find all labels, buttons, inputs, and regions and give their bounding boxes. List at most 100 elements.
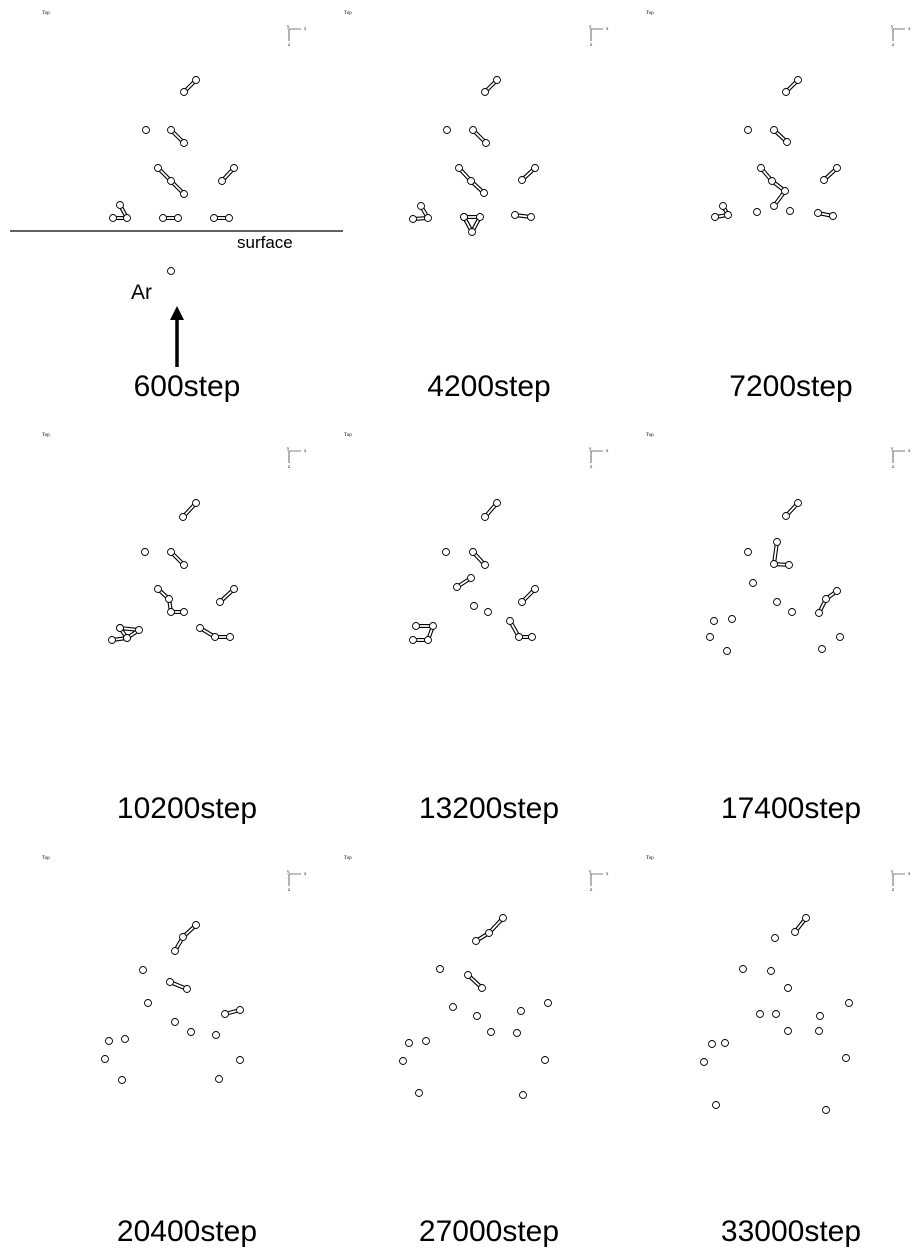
- ar-label: Ar: [131, 281, 152, 304]
- atom: [823, 1107, 830, 1114]
- atom: [795, 77, 802, 84]
- atom: [155, 165, 162, 172]
- atom: [470, 127, 477, 134]
- axis-x-label: x: [606, 449, 609, 454]
- axis-z-label: z: [590, 465, 593, 470]
- atom: [473, 938, 480, 945]
- atom: [172, 1019, 179, 1026]
- atom: [193, 77, 200, 84]
- atom: [846, 1000, 853, 1007]
- atom: [507, 618, 514, 625]
- snapshot-panel: Topyxz17400step: [646, 433, 911, 825]
- atom: [145, 1000, 152, 1007]
- axis-glyph: [289, 874, 301, 886]
- atom: [425, 215, 432, 222]
- atom: [413, 623, 420, 630]
- atom: [143, 127, 150, 134]
- view-label: Top: [646, 856, 654, 861]
- atom: [773, 1011, 780, 1018]
- atom: [729, 616, 736, 623]
- atom: [843, 1055, 850, 1062]
- atom: [175, 215, 182, 222]
- atom: [410, 216, 417, 223]
- atom: [167, 979, 174, 986]
- axis-z-label: z: [288, 465, 291, 470]
- atom: [468, 178, 475, 185]
- axis-z-label: z: [288, 888, 291, 893]
- atom: [482, 562, 489, 569]
- atom: [454, 584, 461, 591]
- atom: [124, 635, 131, 642]
- atom: [486, 930, 493, 937]
- atom: [231, 586, 238, 593]
- atom: [180, 514, 187, 521]
- atom: [406, 1040, 413, 1047]
- atom: [479, 985, 486, 992]
- atom: [494, 77, 501, 84]
- atom: [816, 610, 823, 617]
- atom: [231, 165, 238, 172]
- page: Topyxz600stepsurfaceArTopyxz4200stepTopy…: [0, 0, 914, 1250]
- atom: [468, 575, 475, 582]
- atom: [785, 985, 792, 992]
- axis-z-label: z: [892, 43, 895, 48]
- atom: [180, 934, 187, 941]
- atom: [803, 915, 810, 922]
- atom: [750, 580, 757, 587]
- atom: [494, 500, 501, 507]
- atom: [816, 1028, 823, 1035]
- atom: [443, 549, 450, 556]
- atom: [423, 1038, 430, 1045]
- atom: [713, 1102, 720, 1109]
- atom: [140, 967, 147, 974]
- atom: [106, 1038, 113, 1045]
- atom: [786, 562, 793, 569]
- atom: [172, 948, 179, 955]
- atom: [181, 562, 188, 569]
- atom: [819, 646, 826, 653]
- view-label: Top: [42, 433, 50, 438]
- atom: [110, 215, 117, 222]
- atom: [785, 1028, 792, 1035]
- axis-glyph: [893, 874, 905, 886]
- atom: [724, 648, 731, 655]
- axis-glyph: [289, 451, 301, 463]
- atom: [237, 1007, 244, 1014]
- atom: [474, 1013, 481, 1020]
- atom: [142, 549, 149, 556]
- atom: [823, 596, 830, 603]
- atom: [469, 229, 476, 236]
- atom: [136, 627, 143, 634]
- axis-glyph: [893, 29, 905, 41]
- atom: [181, 140, 188, 147]
- step-label: 17400step: [721, 792, 861, 825]
- atom: [102, 1056, 109, 1063]
- atom: [720, 203, 727, 210]
- atom: [774, 539, 781, 546]
- atom: [488, 1029, 495, 1036]
- atom: [701, 1059, 708, 1066]
- atom: [757, 1011, 764, 1018]
- step-label: 4200step: [427, 370, 550, 403]
- atom: [425, 637, 432, 644]
- atom: [711, 618, 718, 625]
- atom: [712, 214, 719, 221]
- axis-z-label: z: [590, 888, 593, 893]
- axis-glyph: [893, 451, 905, 463]
- atom: [792, 929, 799, 936]
- atom: [212, 634, 219, 641]
- atom: [122, 1036, 129, 1043]
- axis-x-label: x: [606, 872, 609, 877]
- atom: [211, 215, 218, 222]
- atom: [529, 634, 536, 641]
- axis-x-label: x: [304, 449, 307, 454]
- surface-label: surface: [237, 233, 293, 252]
- axis-x-label: x: [908, 872, 911, 877]
- axis-z-label: z: [288, 43, 291, 48]
- atom: [520, 1092, 527, 1099]
- atom: [416, 1090, 423, 1097]
